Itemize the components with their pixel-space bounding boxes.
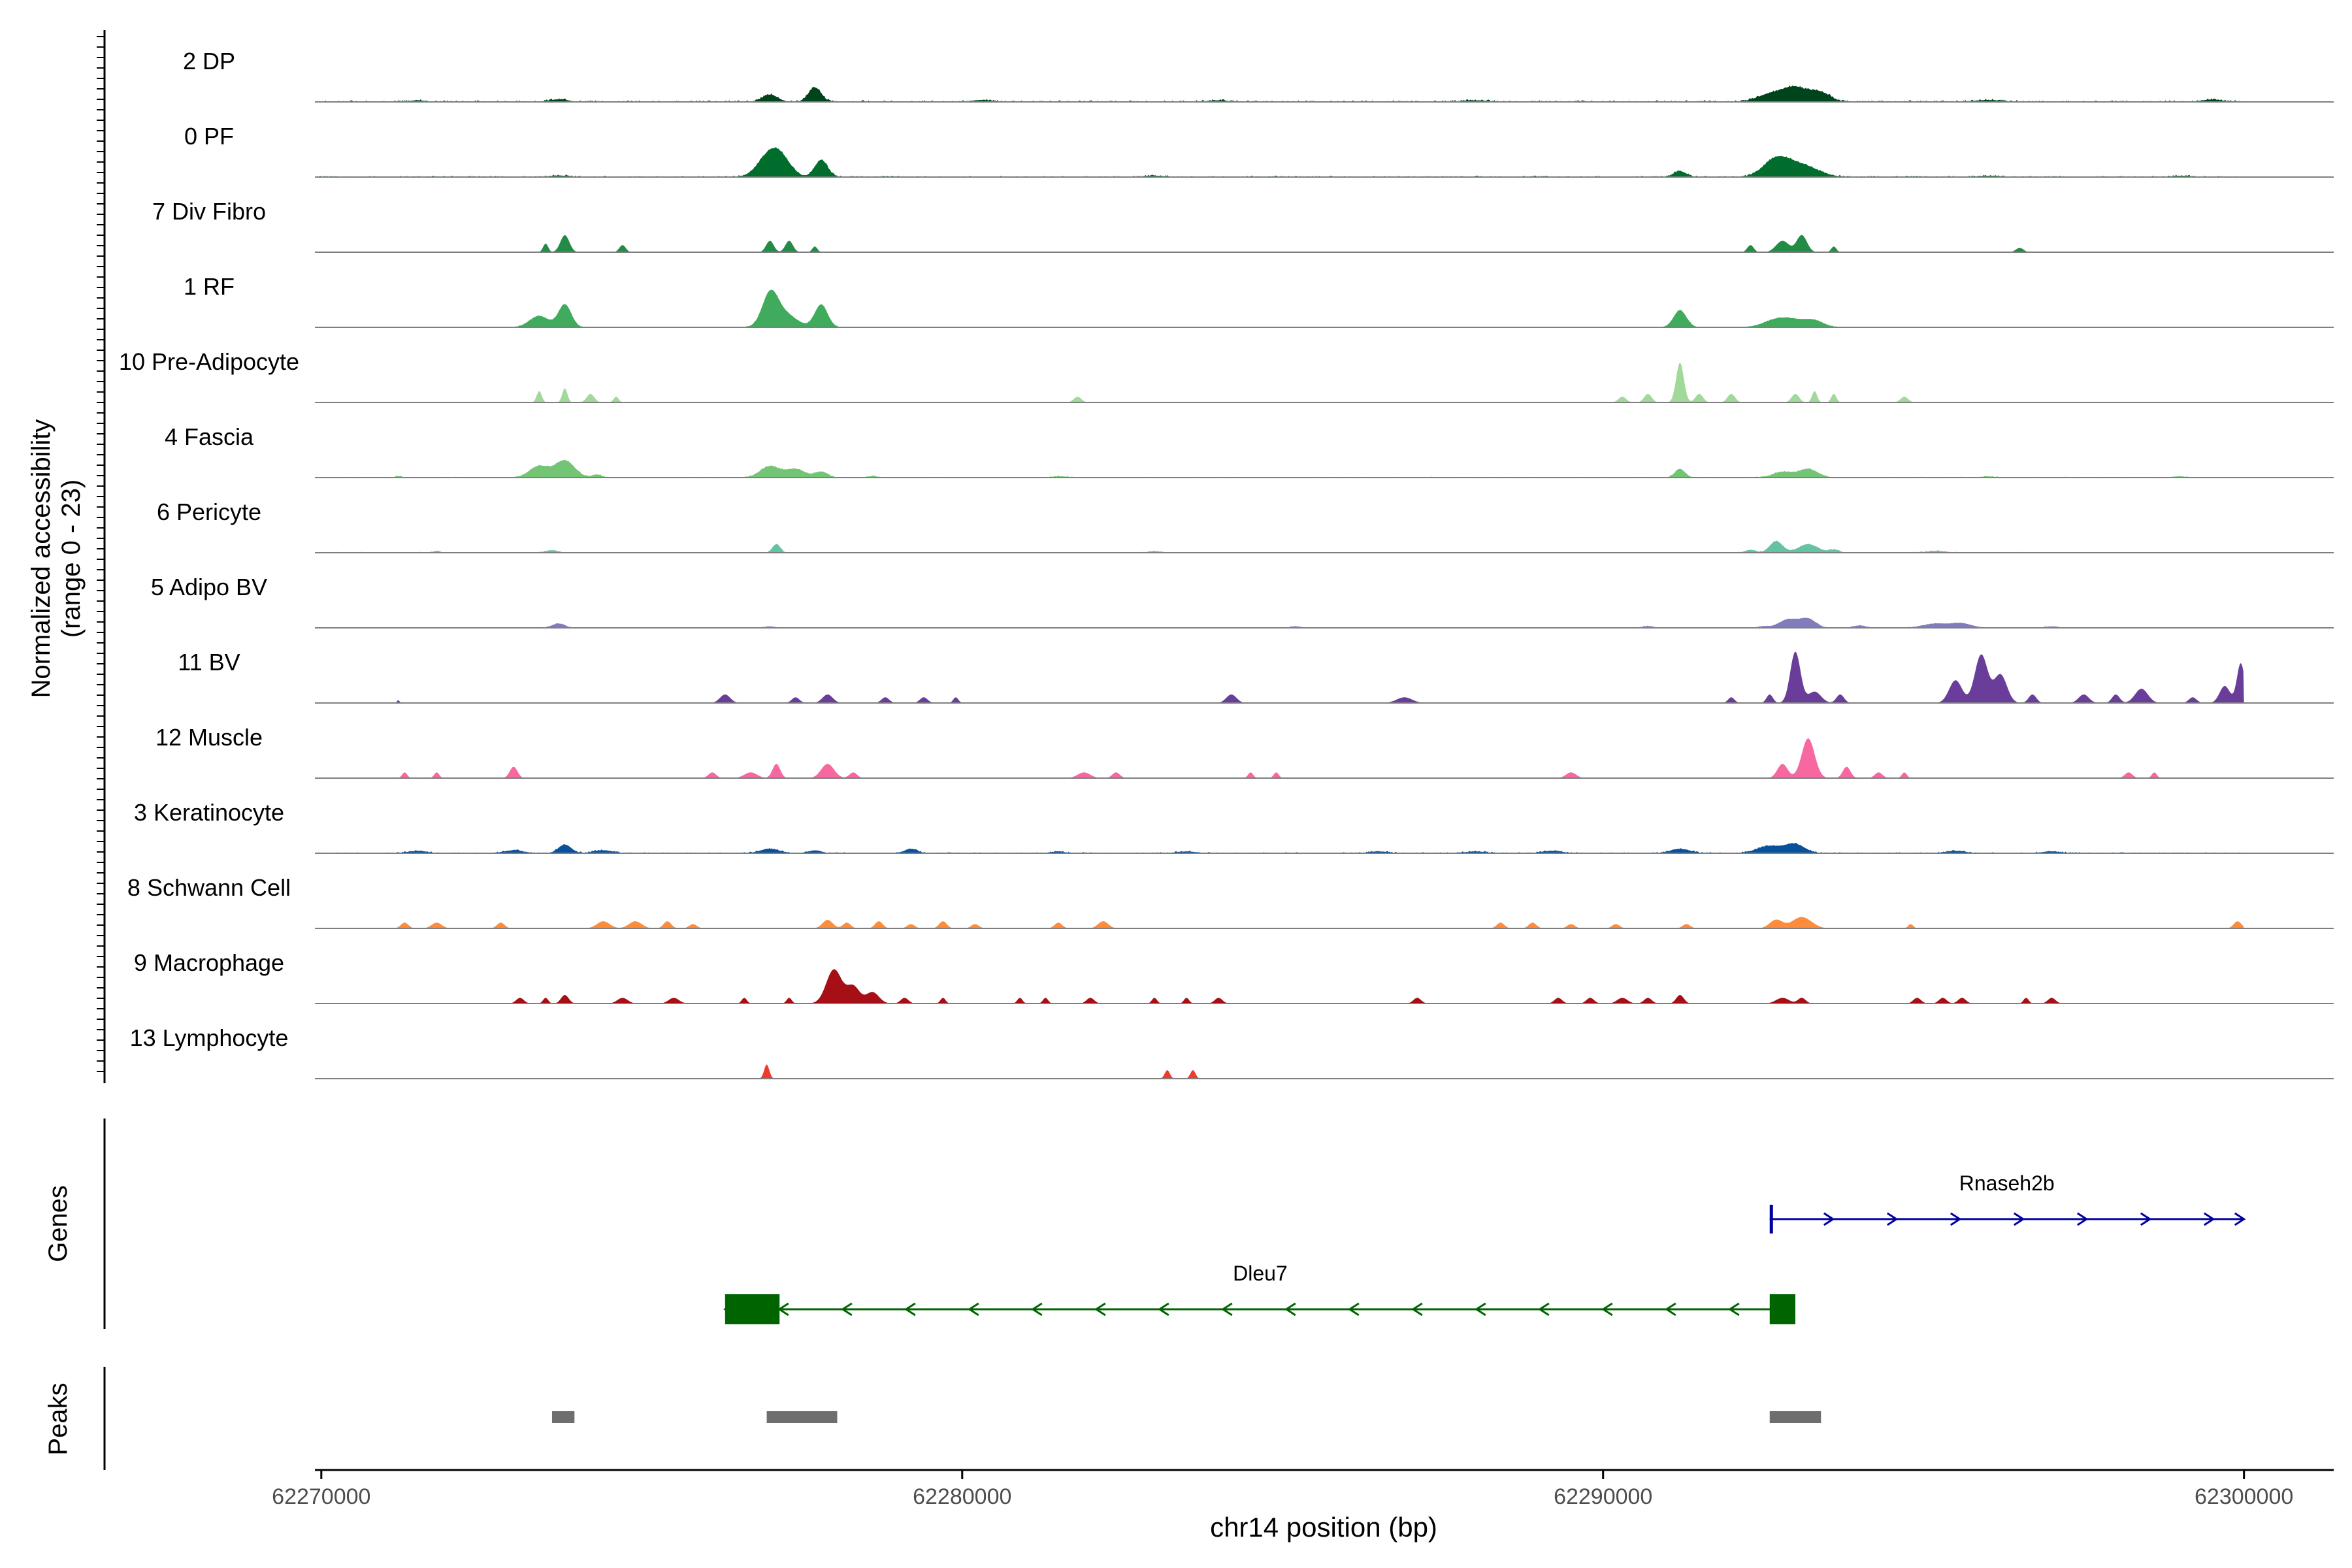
- genes-panel-label: Genes: [44, 1185, 73, 1262]
- y-axis-title-line1: Normalized accessibility: [27, 419, 56, 698]
- strand-arrow: [2140, 1212, 2152, 1226]
- track-label: 3 Keratinocyte: [134, 799, 284, 826]
- coverage-area: [315, 843, 2244, 853]
- coverage-area: [315, 969, 2244, 1004]
- gene-dleu7: Dleu7: [723, 1262, 1795, 1324]
- strand-arrow: [1348, 1302, 1360, 1316]
- strand-arrow: [1221, 1302, 1233, 1316]
- track-2-dp: 2 DP: [183, 48, 2334, 103]
- coverage-area: [315, 85, 2244, 102]
- track-label: 5 Adipo BV: [151, 574, 267, 600]
- gene-annotations: Rnaseh2b Dleu7: [723, 1171, 2246, 1324]
- peak-region: [766, 1411, 838, 1423]
- x-axis-tick-label: 62300000: [2195, 1484, 2293, 1509]
- track-13-lymphocyte: 13 Lymphocyte: [130, 1024, 2334, 1079]
- x-axis-title: chr14 position (bp): [1210, 1512, 1437, 1543]
- strand-arrow: [1284, 1302, 1296, 1316]
- track-label: 9 Macrophage: [134, 949, 284, 976]
- track-label: 4 Fascia: [165, 423, 254, 450]
- track-label: 12 Muscle: [155, 724, 263, 751]
- track-label: 10 Pre-Adipocyte: [119, 348, 299, 375]
- peak-region: [1769, 1411, 1821, 1423]
- strand-arrow: [1031, 1302, 1043, 1316]
- track-7-div-fibro: 7 Div Fibro: [152, 198, 2334, 253]
- gene-exon: [1769, 1205, 1773, 1233]
- gene-label: Rnaseh2b: [1959, 1171, 2055, 1195]
- strand-arrow: [968, 1302, 979, 1316]
- track-1-rf: 1 RF: [184, 273, 2334, 328]
- strand-arrow: [1475, 1302, 1486, 1316]
- track-3-keratinocyte: 3 Keratinocyte: [134, 799, 2334, 854]
- peaks-panel-label: Peaks: [44, 1382, 73, 1455]
- accessibility-tracks: 2 DP 0 PF 7 Div Fibro 1 RF 10 Pre-Adipocyte 4…: [119, 48, 2334, 1079]
- strand-arrow: [1411, 1302, 1423, 1316]
- x-axis: 62270000 62280000 62290000 62300000: [272, 1470, 2293, 1509]
- track-label: 2 DP: [183, 48, 235, 74]
- coverage-area: [315, 617, 2244, 628]
- x-axis-tick-label: 62270000: [272, 1484, 370, 1509]
- track-label: 11 BV: [178, 649, 240, 676]
- track-12-muscle: 12 Muscle: [155, 724, 2334, 779]
- strand-arrow: [1950, 1212, 1962, 1226]
- strand-arrow: [2234, 1212, 2246, 1226]
- strand-arrow: [841, 1302, 853, 1316]
- coverage-area: [315, 459, 2244, 478]
- track-label: 6 Pericyte: [157, 498, 261, 525]
- x-axis-tick-label: 62290000: [1554, 1484, 1652, 1509]
- track-6-pericyte: 6 Pericyte: [157, 498, 2334, 553]
- strand-arrow: [1158, 1302, 1169, 1316]
- strand-arrow: [1601, 1302, 1613, 1316]
- track-9-macrophage: 9 Macrophage: [134, 949, 2334, 1004]
- strand-arrow: [1665, 1302, 1676, 1316]
- strand-arrow: [1538, 1302, 1550, 1316]
- gene-exon: [1769, 1294, 1795, 1324]
- strand-arrow: [2203, 1212, 2215, 1226]
- coverage-area: [315, 147, 2244, 177]
- track-11-bv: 11 BV: [178, 649, 2334, 704]
- strand-arrow: [1094, 1302, 1106, 1316]
- strand-arrow: [2013, 1212, 2025, 1226]
- track-4-fascia: 4 Fascia: [165, 423, 2334, 478]
- track-label: 1 RF: [184, 273, 235, 300]
- track-label: 0 PF: [184, 123, 234, 150]
- track-label: 13 Lymphocyte: [130, 1024, 289, 1051]
- gene-exon: [725, 1294, 780, 1324]
- strand-arrow: [2076, 1212, 2089, 1226]
- track-0-pf: 0 PF: [184, 123, 2334, 178]
- x-axis-tick-label: 62280000: [913, 1484, 1011, 1509]
- peak-region: [551, 1411, 575, 1423]
- strand-arrow: [1823, 1212, 1835, 1226]
- track-5-adipo-bv: 5 Adipo BV: [151, 574, 2334, 629]
- peak-regions: [551, 1411, 1821, 1423]
- y-axis-title-line2: (range 0 - 23): [57, 480, 86, 638]
- track-10-pre-adipocyte: 10 Pre-Adipocyte: [119, 348, 2334, 403]
- strand-arrow: [1886, 1212, 1899, 1226]
- track-y-axis-ticks: [97, 36, 105, 1072]
- gene-label: Dleu7: [1233, 1262, 1288, 1285]
- track-8-schwann-cell: 8 Schwann Cell: [127, 874, 2334, 929]
- gene-rnaseh2b: Rnaseh2b: [1769, 1171, 2246, 1233]
- strand-arrow: [904, 1302, 916, 1316]
- track-label: 7 Div Fibro: [152, 198, 266, 225]
- strand-arrow: [1728, 1302, 1740, 1316]
- track-label: 8 Schwann Cell: [127, 874, 291, 901]
